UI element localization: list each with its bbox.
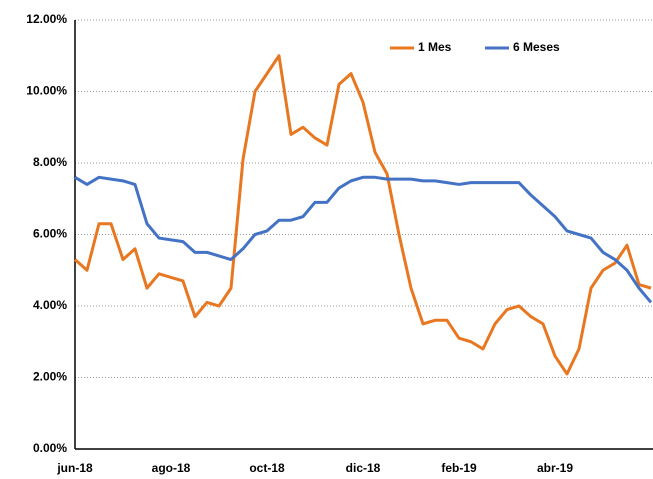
series-line: [74, 175, 653, 304]
y-tick-label: 0.00%: [33, 441, 67, 455]
y-tick-label: 10.00%: [26, 84, 67, 98]
y-tick-label: 4.00%: [33, 298, 67, 312]
x-tick-label: abr-19: [537, 461, 573, 475]
legend-label: 1 Mes: [418, 40, 452, 54]
y-tick-label: 2.00%: [33, 370, 67, 384]
x-tick-label: dic-18: [346, 461, 381, 475]
y-tick-label: 12.00%: [26, 12, 67, 26]
y-tick-label: 6.00%: [33, 227, 67, 241]
series-line: [74, 54, 652, 376]
x-tick-label: ago-18: [152, 461, 191, 475]
x-tick-label: jun-18: [56, 461, 93, 475]
x-tick-label: oct-18: [249, 461, 285, 475]
y-tick-label: 8.00%: [33, 155, 67, 169]
x-tick-label: feb-19: [441, 461, 477, 475]
legend-label: 6 Meses: [513, 40, 560, 54]
